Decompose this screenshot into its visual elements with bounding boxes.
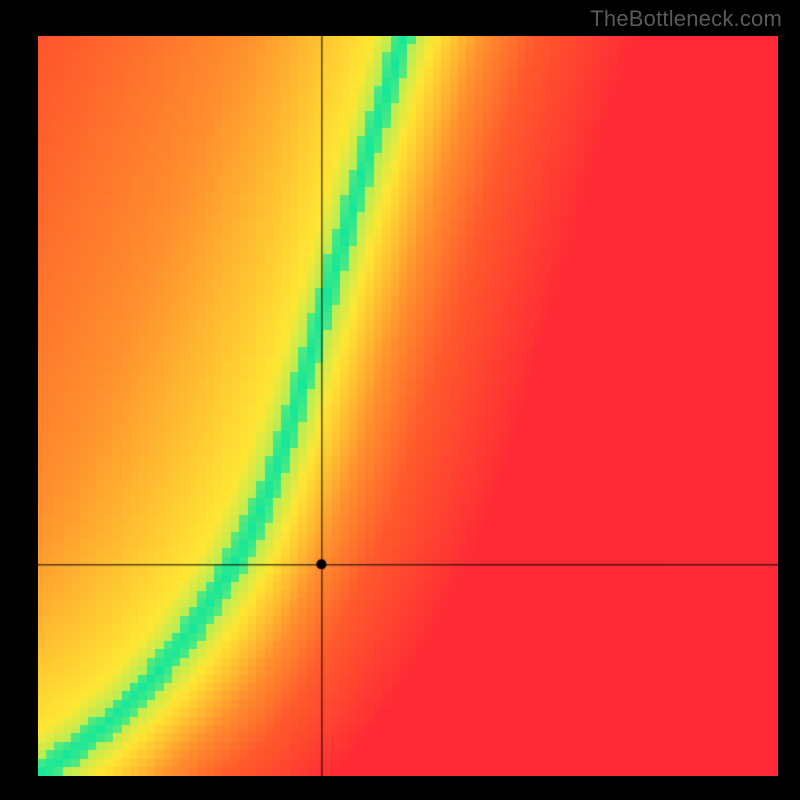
watermark-text: TheBottleneck.com	[590, 6, 782, 32]
bottleneck-heatmap	[38, 36, 778, 776]
